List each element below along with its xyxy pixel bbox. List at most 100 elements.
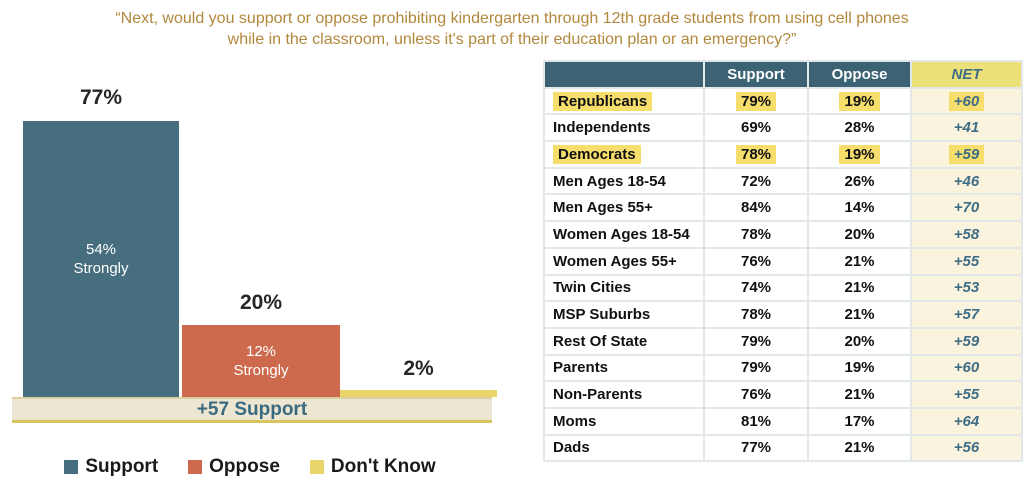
support-column-header: Support [703, 60, 809, 89]
survey-question-line2: while in the classroom, unless it's part… [227, 31, 797, 48]
legend-label-oppose: Oppose [209, 456, 280, 477]
table-row: Moms 81% 17% +64 [543, 406, 1023, 436]
dont-know-swatch-icon [309, 460, 324, 474]
support-cell: 78% [703, 220, 809, 249]
legend-label-support: Support [85, 456, 159, 477]
support-cell: 79% [703, 86, 809, 116]
support-cell: 76% [703, 380, 809, 409]
oppose-cell: 21% [807, 273, 912, 303]
group-cell: Independents [543, 113, 705, 143]
group-cell: Parents [543, 353, 705, 383]
support-cell: 77% [703, 433, 809, 463]
oppose-cell: 21% [807, 300, 912, 329]
net-banner: +57 Support [12, 397, 492, 423]
oppose-cell: 19% [807, 86, 912, 116]
table-row: Men Ages 55+ 84% 14% +70 [543, 193, 1023, 223]
legend-item-oppose: Oppose [188, 456, 280, 478]
oppose-cell: 14% [807, 193, 912, 223]
oppose-cell: 26% [807, 166, 912, 196]
net-column-header: NET [910, 60, 1023, 89]
support-cell: 84% [703, 193, 809, 223]
group-cell: Dads [543, 433, 705, 463]
oppose-cell: 21% [807, 380, 912, 409]
table-row: MSP Suburbs 78% 21% +57 [543, 300, 1023, 329]
legend-item-support: Support [64, 456, 158, 478]
support-cell: 74% [703, 273, 809, 303]
oppose-cell: 21% [807, 433, 912, 463]
oppose-total-label: 20% [239, 291, 283, 314]
oppose-bar: 12% Strongly [182, 325, 340, 397]
table-row: Men Ages 18-54 72% 26% +46 [543, 166, 1023, 196]
table-row: Twin Cities 74% 21% +53 [543, 273, 1023, 303]
table-row: Women Ages 55+ 76% 21% +55 [543, 246, 1023, 276]
group-cell: Rest Of State [543, 326, 705, 356]
table-row: Non-Parents 76% 21% +55 [543, 380, 1023, 409]
support-swatch-icon [64, 460, 79, 474]
table-row: Women Ages 18-54 78% 20% +58 [543, 220, 1023, 249]
survey-question-line1: “Next, would you support or oppose prohi… [115, 10, 909, 27]
group-cell: Twin Cities [543, 273, 705, 303]
group-cell: Democrats [543, 140, 705, 169]
oppose-cell: 20% [807, 220, 912, 249]
table-row: Dads 77% 21% +56 [543, 433, 1023, 463]
support-cell: 79% [703, 353, 809, 383]
group-cell: Women Ages 55+ [543, 246, 705, 276]
oppose-cell: 20% [807, 326, 912, 356]
net-cell: +60 [910, 353, 1023, 383]
table-row: Independents 69% 28% +41 [543, 113, 1023, 143]
table-row: Rest Of State 79% 20% +59 [543, 326, 1023, 356]
legend-item-dont-know: Don't Know [309, 456, 436, 478]
oppose-cell: 17% [807, 406, 912, 436]
table-row: Republicans 79% 19% +60 [543, 86, 1023, 116]
dont-know-total-label: 2% [403, 357, 434, 380]
survey-question: “Next, would you support or oppose prohi… [0, 8, 1024, 50]
oppose-cell: 19% [807, 353, 912, 383]
support-cell: 79% [703, 326, 809, 356]
oppose-strongly-label: 12% Strongly [233, 343, 289, 379]
group-cell: Moms [543, 406, 705, 436]
support-bar: 54% Strongly [23, 121, 179, 397]
net-cell: +56 [910, 433, 1023, 463]
net-cell: +64 [910, 406, 1023, 436]
group-cell: MSP Suburbs [543, 300, 705, 329]
net-cell: +55 [910, 380, 1023, 409]
dont-know-bar [340, 390, 497, 397]
oppose-cell: 28% [807, 113, 912, 143]
oppose-cell: 19% [807, 140, 912, 169]
table-body: Republicans 79% 19% +60 Independents 69% 28% +4… [543, 86, 1023, 463]
group-cell: Non-Parents [543, 380, 705, 409]
group-cell: Men Ages 55+ [543, 193, 705, 223]
support-cell: 76% [703, 246, 809, 276]
table-header-row: Support Oppose NET [543, 60, 1023, 89]
support-total-label: 77% [79, 86, 123, 109]
group-cell: Republicans [543, 86, 705, 116]
results-table: Support Oppose NET Republicans 79% 19% +60 I… [543, 60, 1023, 463]
support-cell: 78% [703, 300, 809, 329]
oppose-swatch-icon [188, 460, 203, 474]
chart-legend: Support Oppose Don't Know [0, 456, 500, 478]
net-cell: +59 [910, 140, 1023, 169]
net-cell: +46 [910, 166, 1023, 196]
net-cell: +55 [910, 246, 1023, 276]
legend-label-dont-know: Don't Know [330, 456, 436, 477]
support-cell: 81% [703, 406, 809, 436]
net-cell: +41 [910, 113, 1023, 143]
net-cell: +59 [910, 326, 1023, 356]
group-column-header [543, 60, 705, 89]
table-row: Parents 79% 19% +60 [543, 353, 1023, 383]
support-cell: 72% [703, 166, 809, 196]
net-banner-text: +57 Support [196, 398, 308, 420]
group-cell: Women Ages 18-54 [543, 220, 705, 249]
oppose-column-header: Oppose [807, 60, 912, 89]
support-cell: 69% [703, 113, 809, 143]
net-cell: +70 [910, 193, 1023, 223]
table-row: Democrats 78% 19% +59 [543, 140, 1023, 169]
net-cell: +53 [910, 273, 1023, 303]
oppose-cell: 21% [807, 246, 912, 276]
net-cell: +60 [910, 86, 1023, 116]
net-cell: +58 [910, 220, 1023, 249]
group-cell: Men Ages 18-54 [543, 166, 705, 196]
net-cell: +57 [910, 300, 1023, 329]
support-cell: 78% [703, 140, 809, 169]
